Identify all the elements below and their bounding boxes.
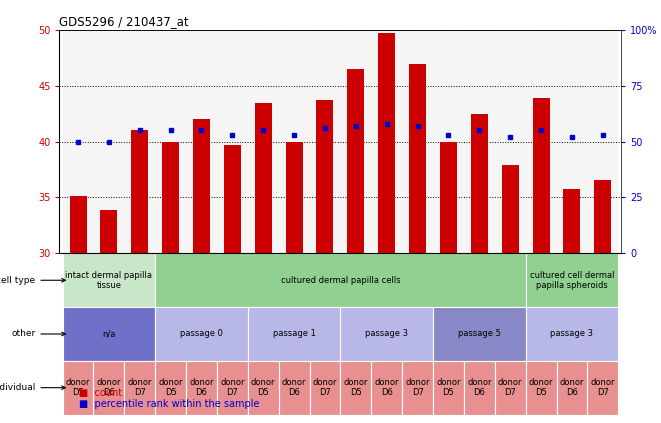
Bar bbox=[155, 307, 248, 361]
Text: donor
D6: donor D6 bbox=[467, 378, 492, 397]
Bar bbox=[186, 30, 217, 253]
Text: passage 1: passage 1 bbox=[273, 330, 315, 338]
Text: cultured dermal papilla cells: cultured dermal papilla cells bbox=[281, 276, 400, 285]
Text: donor
D5: donor D5 bbox=[529, 378, 553, 397]
Text: GDS5296 / 210437_at: GDS5296 / 210437_at bbox=[59, 16, 189, 28]
Text: intact dermal papilla
tissue: intact dermal papilla tissue bbox=[65, 271, 153, 290]
Text: passage 3: passage 3 bbox=[551, 330, 594, 338]
Text: other: other bbox=[11, 330, 65, 338]
Bar bbox=[254, 104, 272, 253]
Text: n/a: n/a bbox=[102, 330, 116, 338]
Bar bbox=[309, 361, 340, 415]
Bar bbox=[340, 307, 433, 361]
Bar bbox=[409, 64, 426, 253]
Bar bbox=[557, 30, 588, 253]
Bar bbox=[525, 253, 618, 307]
Bar bbox=[93, 361, 124, 415]
Bar bbox=[525, 361, 557, 415]
Bar bbox=[588, 30, 618, 253]
Bar bbox=[224, 145, 241, 253]
Bar bbox=[155, 361, 186, 415]
Text: donor
D7: donor D7 bbox=[498, 378, 522, 397]
Bar bbox=[525, 307, 618, 361]
Bar bbox=[155, 253, 525, 307]
Bar bbox=[132, 130, 148, 253]
Bar bbox=[433, 307, 525, 361]
Bar bbox=[279, 30, 309, 253]
Bar bbox=[563, 189, 580, 253]
Bar bbox=[557, 361, 588, 415]
Bar bbox=[588, 361, 618, 415]
Bar bbox=[402, 361, 433, 415]
Bar bbox=[63, 307, 155, 361]
Bar bbox=[594, 179, 611, 253]
Text: donor
D7: donor D7 bbox=[405, 378, 430, 397]
Bar bbox=[495, 361, 525, 415]
Text: passage 5: passage 5 bbox=[458, 330, 501, 338]
Bar bbox=[248, 307, 340, 361]
Bar bbox=[371, 361, 402, 415]
Bar bbox=[471, 113, 488, 253]
Text: donor
D5: donor D5 bbox=[251, 378, 276, 397]
Text: donor
D6: donor D6 bbox=[560, 378, 584, 397]
Text: donor
D6: donor D6 bbox=[189, 378, 214, 397]
Bar bbox=[155, 30, 186, 253]
Bar bbox=[533, 98, 549, 253]
Bar bbox=[124, 361, 155, 415]
Text: ■  count: ■ count bbox=[79, 388, 122, 398]
Bar bbox=[93, 30, 124, 253]
Text: ■  percentile rank within the sample: ■ percentile rank within the sample bbox=[79, 399, 260, 409]
Text: donor
D6: donor D6 bbox=[375, 378, 399, 397]
Bar bbox=[248, 361, 279, 415]
Bar bbox=[63, 253, 155, 307]
Bar bbox=[340, 30, 371, 253]
Text: donor
D7: donor D7 bbox=[128, 378, 152, 397]
Text: cultured cell dermal
papilla spheroids: cultured cell dermal papilla spheroids bbox=[529, 271, 614, 290]
Text: donor
D7: donor D7 bbox=[220, 378, 245, 397]
Text: donor
D6: donor D6 bbox=[282, 378, 306, 397]
Bar bbox=[63, 30, 93, 253]
Bar bbox=[378, 33, 395, 253]
Bar bbox=[279, 361, 309, 415]
Bar bbox=[402, 30, 433, 253]
Bar bbox=[340, 361, 371, 415]
Bar bbox=[100, 210, 118, 253]
Bar bbox=[502, 165, 519, 253]
Bar bbox=[309, 30, 340, 253]
Text: donor
D7: donor D7 bbox=[313, 378, 337, 397]
Bar bbox=[464, 30, 495, 253]
Bar bbox=[186, 361, 217, 415]
Bar bbox=[495, 30, 525, 253]
Bar bbox=[525, 30, 557, 253]
Bar bbox=[124, 30, 155, 253]
Text: donor
D5: donor D5 bbox=[436, 378, 461, 397]
Bar bbox=[193, 119, 210, 253]
Text: donor
D7: donor D7 bbox=[590, 378, 615, 397]
Bar bbox=[317, 100, 333, 253]
Text: passage 0: passage 0 bbox=[180, 330, 223, 338]
Bar bbox=[217, 30, 248, 253]
Bar bbox=[162, 142, 179, 253]
Text: cell type: cell type bbox=[0, 276, 65, 285]
Text: donor
D5: donor D5 bbox=[159, 378, 183, 397]
Bar bbox=[433, 30, 464, 253]
Text: donor
D5: donor D5 bbox=[65, 378, 91, 397]
Bar bbox=[348, 69, 364, 253]
Bar bbox=[433, 361, 464, 415]
Text: donor
D5: donor D5 bbox=[344, 378, 368, 397]
Bar bbox=[217, 361, 248, 415]
Bar bbox=[464, 361, 495, 415]
Bar bbox=[286, 142, 303, 253]
Text: individual: individual bbox=[0, 383, 65, 392]
Text: donor
D6: donor D6 bbox=[97, 378, 121, 397]
Bar bbox=[248, 30, 279, 253]
Bar bbox=[63, 361, 93, 415]
Bar bbox=[371, 30, 402, 253]
Bar bbox=[69, 196, 87, 253]
Text: passage 3: passage 3 bbox=[366, 330, 408, 338]
Bar bbox=[440, 142, 457, 253]
